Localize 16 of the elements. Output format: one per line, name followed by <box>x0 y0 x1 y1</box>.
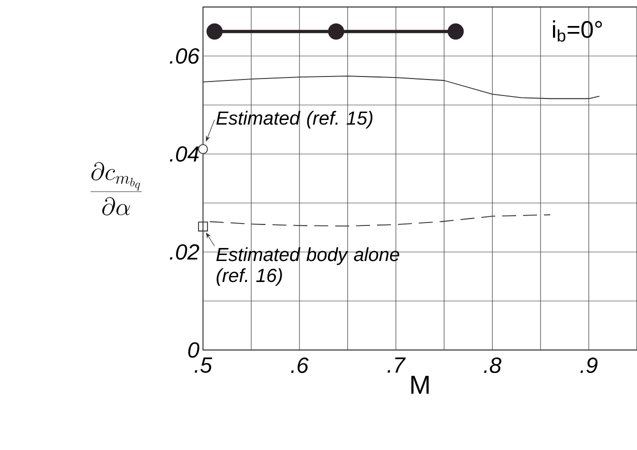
point <box>206 23 223 40</box>
y-tick-label: .06 <box>170 48 200 64</box>
x-tick-label: .6 <box>291 358 309 374</box>
x-tick-label: .5 <box>194 358 212 373</box>
point <box>448 23 464 40</box>
y-tick-label: .02 <box>170 244 200 260</box>
x-tick-label: .9 <box>580 358 598 374</box>
y-axis-title: $\frac{\partial c_{m_{b_q}}}{\partial \alpha}$ <box>90 162 142 216</box>
point <box>198 222 208 232</box>
point <box>198 144 208 154</box>
x-axis-title: M <box>411 376 429 394</box>
y-tick-label: .04 <box>170 146 199 162</box>
x-tick-label: .7 <box>388 358 406 373</box>
x-tick-label: .8 <box>484 358 502 374</box>
y-tick-label: 0 <box>188 342 200 358</box>
point <box>328 23 344 40</box>
